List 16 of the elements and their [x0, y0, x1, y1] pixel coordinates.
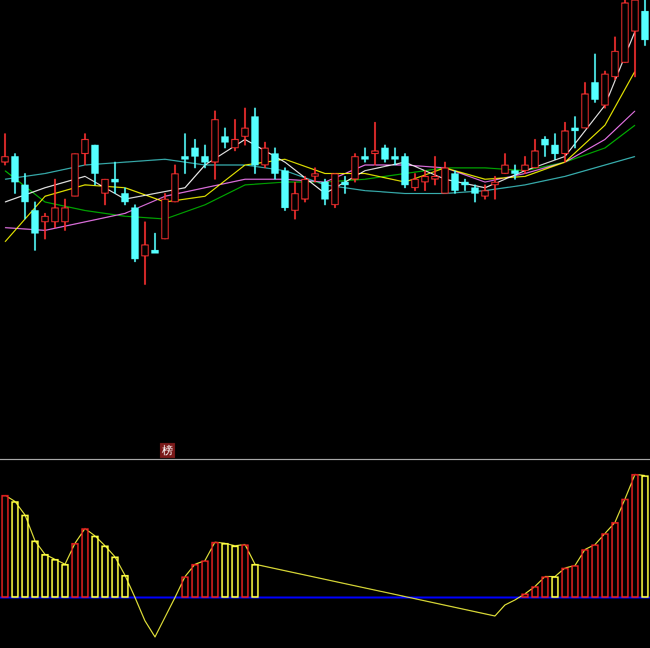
candlestick	[151, 232, 159, 254]
candlestick	[141, 222, 149, 285]
candlestick	[511, 164, 519, 180]
candlestick	[41, 213, 49, 240]
candlestick	[361, 148, 369, 162]
candlestick	[431, 156, 439, 186]
candlestick	[371, 122, 379, 166]
candlestick	[111, 162, 119, 194]
candlestick	[181, 133, 189, 174]
candlestick	[491, 176, 499, 200]
candlestick	[391, 148, 399, 166]
candlestick	[341, 176, 349, 194]
candlestick	[311, 168, 319, 182]
candlestick	[571, 116, 579, 148]
text: 榜	[160, 443, 175, 458]
candlestick	[241, 108, 249, 146]
